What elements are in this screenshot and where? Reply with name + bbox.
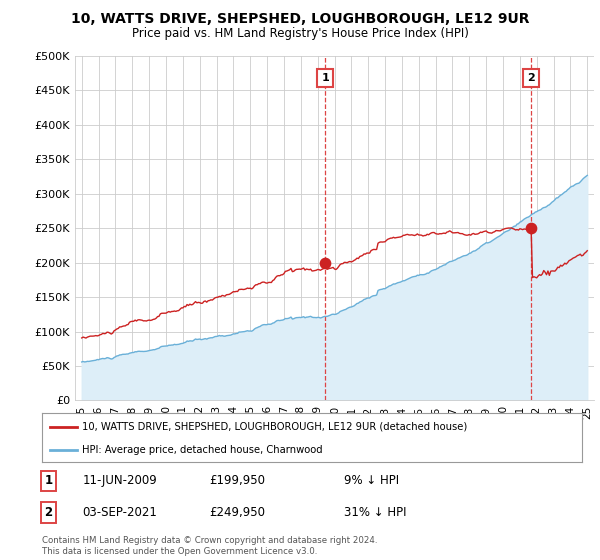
Text: 10, WATTS DRIVE, SHEPSHED, LOUGHBOROUGH, LE12 9UR: 10, WATTS DRIVE, SHEPSHED, LOUGHBOROUGH,… <box>71 12 529 26</box>
Text: HPI: Average price, detached house, Charnwood: HPI: Average price, detached house, Char… <box>83 445 323 455</box>
Text: 31% ↓ HPI: 31% ↓ HPI <box>344 506 407 519</box>
Text: £249,950: £249,950 <box>209 506 265 519</box>
Text: 2: 2 <box>527 73 535 83</box>
Text: 11-JUN-2009: 11-JUN-2009 <box>83 474 157 487</box>
Text: 10, WATTS DRIVE, SHEPSHED, LOUGHBOROUGH, LE12 9UR (detached house): 10, WATTS DRIVE, SHEPSHED, LOUGHBOROUGH,… <box>83 422 468 432</box>
Point <box>526 224 536 233</box>
Point <box>320 258 330 267</box>
Text: 2: 2 <box>44 506 53 519</box>
Text: 1: 1 <box>321 73 329 83</box>
Text: 1: 1 <box>44 474 53 487</box>
Text: 03-SEP-2021: 03-SEP-2021 <box>83 506 157 519</box>
Text: Price paid vs. HM Land Registry's House Price Index (HPI): Price paid vs. HM Land Registry's House … <box>131 27 469 40</box>
Text: 9% ↓ HPI: 9% ↓ HPI <box>344 474 400 487</box>
Text: £199,950: £199,950 <box>209 474 265 487</box>
Text: Contains HM Land Registry data © Crown copyright and database right 2024.
This d: Contains HM Land Registry data © Crown c… <box>42 536 377 556</box>
